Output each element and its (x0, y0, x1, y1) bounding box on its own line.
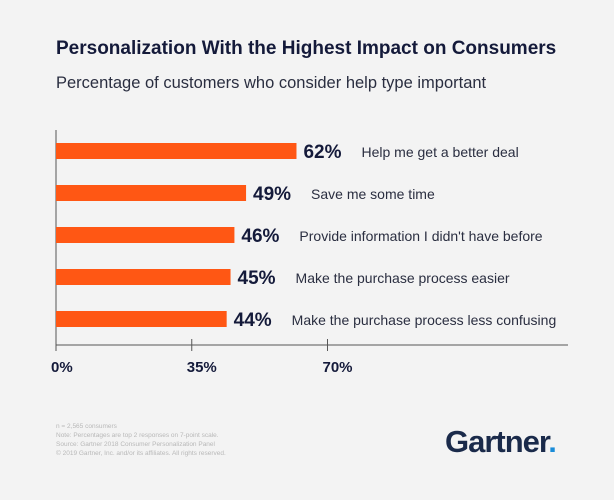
footnote: n = 2,565 consumers Note: Percentages ar… (56, 422, 226, 458)
data-label: 45% (238, 268, 276, 289)
footnote-line: © 2019 Gartner, Inc. and/or its affiliat… (56, 450, 226, 457)
data-label: 62% (303, 142, 341, 163)
data-label: 46% (241, 226, 279, 247)
footnote-line: Source: Gartner 2018 Consumer Personaliz… (56, 441, 215, 448)
data-label: 49% (253, 184, 291, 205)
x-tick-label: 70% (323, 359, 353, 376)
category-label: Make the purchase process less confusing (292, 312, 557, 328)
x-tick-label: 35% (187, 359, 217, 376)
bar (56, 311, 227, 327)
bar (56, 185, 247, 201)
category-label: Make the purchase process easier (296, 270, 510, 286)
category-label: Provide information I didn't have before (299, 228, 542, 244)
chart-title: Personalization With the Highest Impact … (56, 38, 557, 59)
footnote-line: Note: Percentages are top 2 responses on… (56, 432, 219, 439)
data-label: 44% (234, 310, 272, 331)
category-label: Save me some time (311, 186, 435, 202)
category-label: Help me get a better deal (361, 144, 518, 160)
x-tick-label: 0% (51, 359, 73, 376)
chart-subtitle: Percentage of customers who consider hel… (56, 74, 487, 92)
bar (56, 143, 297, 159)
bar (56, 269, 231, 285)
bar (56, 227, 235, 243)
gartner-logo: Gartner. (445, 424, 557, 459)
footnote-line: n = 2,565 consumers (56, 423, 117, 430)
